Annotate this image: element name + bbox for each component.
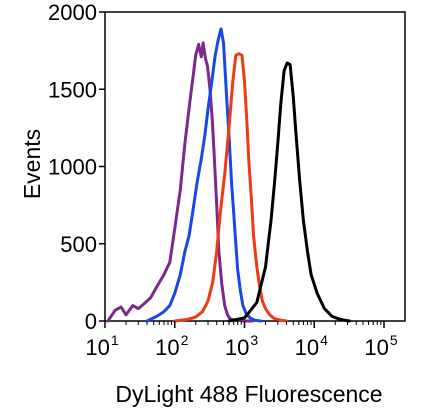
x-tick-label: 103	[225, 332, 258, 360]
histogram-series-1	[106, 41, 254, 323]
histogram-series-2	[145, 27, 263, 323]
histogram-series-4	[227, 61, 351, 323]
plot-border	[104, 11, 406, 322]
y-tick-label: 2000	[48, 0, 97, 25]
histogram-series-3	[173, 52, 288, 323]
y-tick-label: 500	[60, 232, 97, 257]
x-axis-title: DyLight 488 Fluorescence	[115, 381, 382, 407]
x-tick-label: 105	[364, 332, 397, 360]
y-axis-title: Events	[19, 129, 45, 199]
plot-frame	[104, 11, 406, 322]
x-tick-exponent: 2	[181, 332, 189, 348]
axis-layer: 0 500 1000 1500 2000 101 102 103 104 105	[48, 0, 398, 360]
y-tick-label: 1500	[48, 77, 97, 102]
series-layer	[106, 27, 351, 323]
x-tick-exponent: 3	[250, 332, 258, 348]
x-tick-label: 102	[155, 332, 188, 360]
x-tick-label: 104	[295, 332, 328, 360]
x-tick-exponent: 1	[111, 332, 119, 348]
y-tick-label: 0	[85, 309, 97, 334]
y-tick-label: 1000	[48, 155, 97, 180]
x-tick-exponent: 5	[390, 332, 398, 348]
x-tick-exponent: 4	[320, 332, 328, 348]
x-tick-label: 101	[85, 332, 118, 360]
